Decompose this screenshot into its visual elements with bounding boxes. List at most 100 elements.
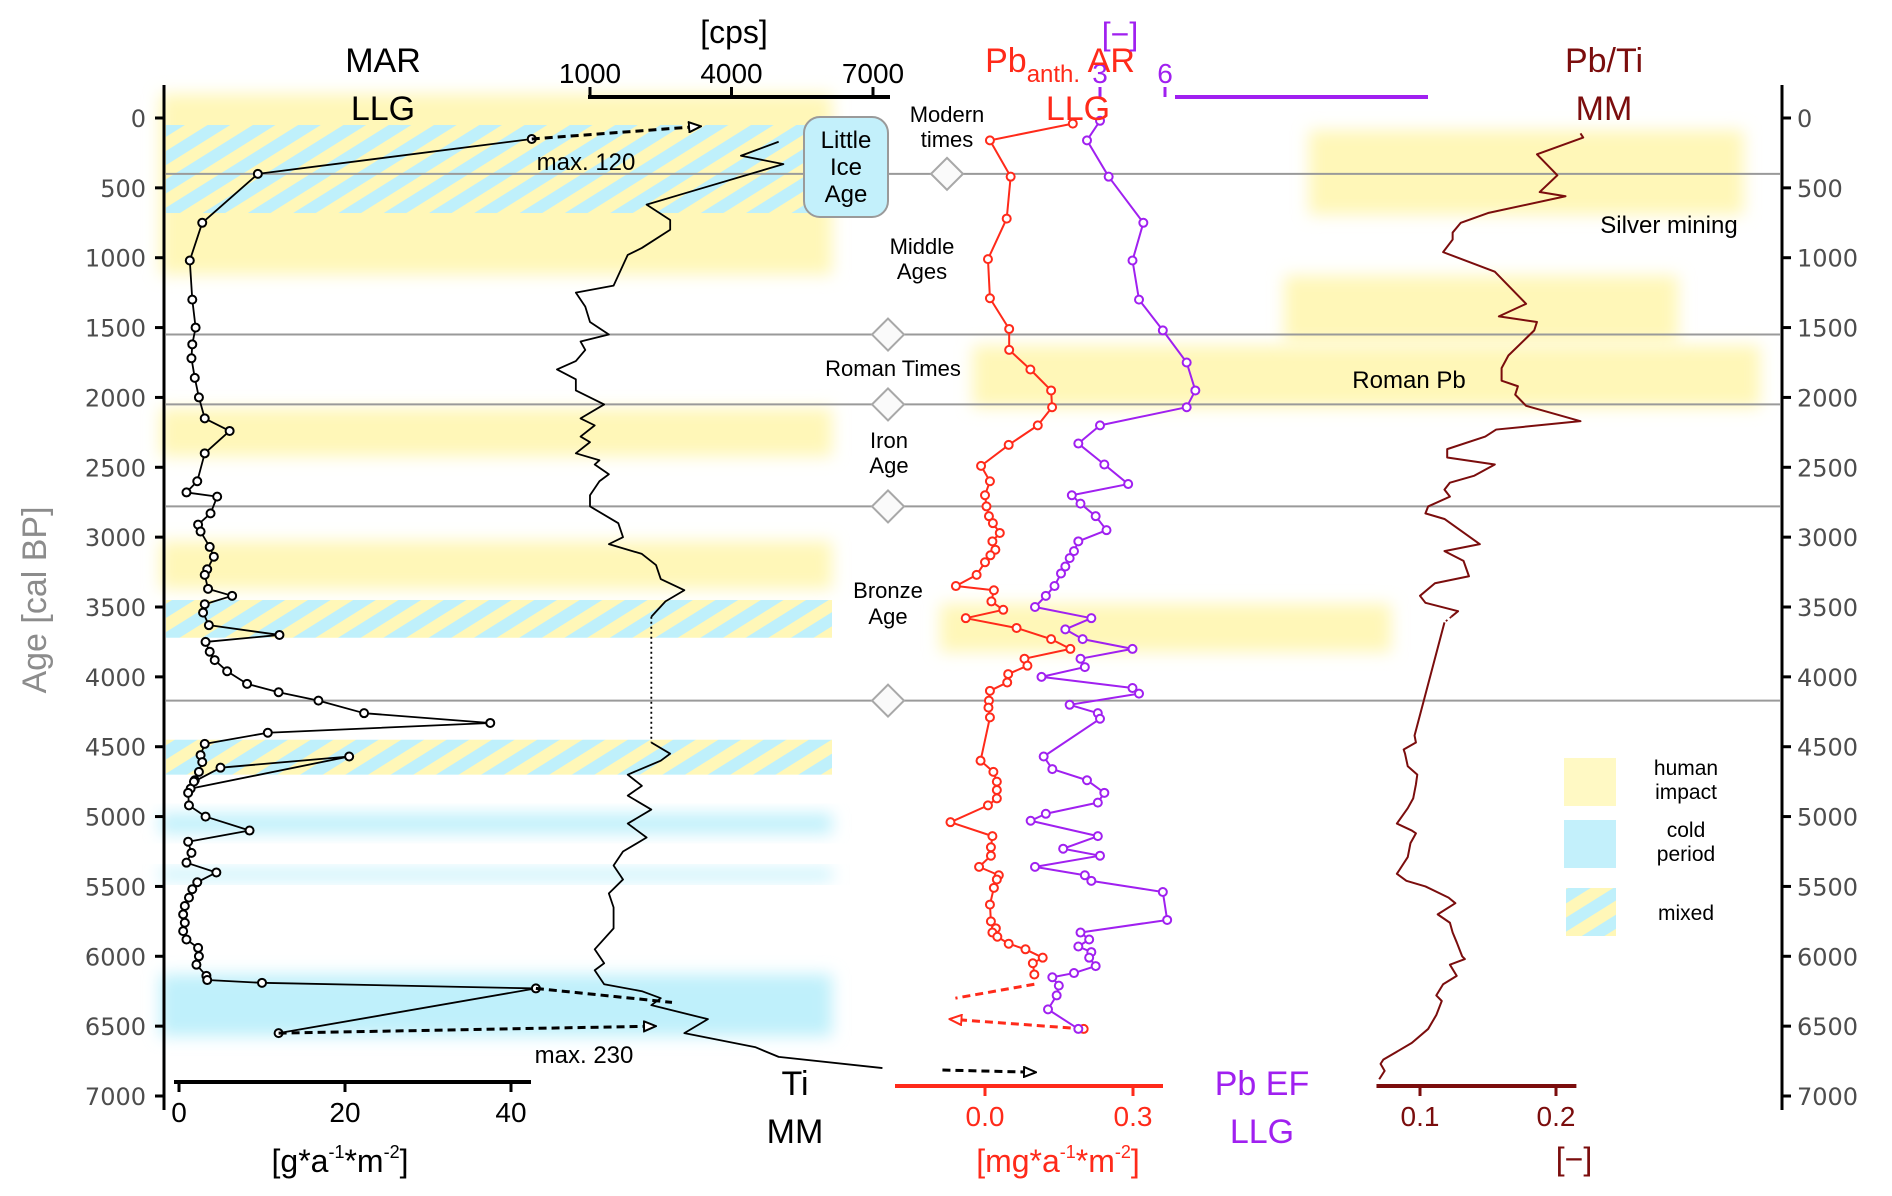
data-point [1066, 490, 1077, 501]
data-point [1082, 775, 1092, 786]
annotation-max-120: max. 120 [537, 149, 636, 176]
data-point [991, 776, 1002, 787]
period-bronze-2: Age [868, 604, 907, 629]
legend-label-human-2: impact [1655, 781, 1717, 804]
data-point [224, 425, 235, 436]
series-line-ti [593, 741, 883, 1069]
legend-swatch-human-impact [1564, 758, 1616, 806]
data-point [359, 708, 370, 719]
data-point [209, 655, 220, 666]
data-point [1181, 402, 1192, 413]
data-point [1003, 669, 1014, 680]
period-iron-2: Age [869, 453, 908, 478]
data-point [975, 755, 986, 766]
mar-unit-base: [g*a [272, 1143, 329, 1179]
data-point [987, 831, 998, 842]
data-point [945, 817, 956, 828]
data-point [187, 884, 198, 895]
data-point [1003, 938, 1014, 949]
period-diamond-icon [929, 156, 965, 192]
band-cold [160, 974, 832, 1037]
data-point [985, 916, 996, 927]
data-point [1056, 568, 1066, 579]
data-point [1095, 115, 1105, 126]
data-point [1025, 364, 1036, 375]
data-point [198, 607, 209, 618]
period-diamond-icon [870, 683, 906, 719]
period-middle-1: Middle [890, 234, 955, 259]
data-point [211, 867, 222, 878]
age-tick-label-left: 3000 [85, 524, 146, 552]
little-ice-age-box: Little Ice Age [803, 116, 889, 218]
data-point [1002, 677, 1013, 688]
age-tick-label-left: 4000 [85, 664, 146, 692]
data-point [1162, 914, 1173, 925]
data-point [1123, 479, 1134, 490]
data-point [1049, 581, 1060, 592]
mar-unit-sup2: -2 [384, 1142, 400, 1162]
data-point [1001, 213, 1012, 224]
legend-label-human-1: human [1654, 757, 1718, 780]
pbar-site: LLG [1046, 90, 1110, 128]
ti-site: MM [767, 1113, 824, 1151]
data-point [191, 959, 202, 970]
legend-label-mixed: mixed [1658, 902, 1714, 925]
data-point [1047, 764, 1058, 775]
mar-title: MAR [345, 42, 421, 80]
data-point [984, 899, 995, 910]
age-tick-label-right: 4000 [1797, 664, 1858, 692]
data-point [215, 762, 226, 773]
data-point [1037, 952, 1048, 963]
pbar-unit-base: [mg*a [976, 1143, 1060, 1179]
data-point [1127, 255, 1138, 266]
legend-swatch-cold-period [1564, 820, 1616, 868]
period-modern-2: times [921, 127, 974, 152]
data-point [178, 909, 189, 920]
data-point [344, 751, 355, 762]
age-tick-label-right: 6500 [1797, 1013, 1858, 1041]
data-point [984, 293, 995, 304]
data-point [1067, 118, 1078, 129]
data-point [1134, 688, 1144, 699]
data-point [183, 800, 194, 811]
data-point [193, 951, 204, 962]
age-tick-label-right: 7000 [1797, 1083, 1858, 1111]
data-point [181, 857, 192, 868]
data-point [1086, 613, 1097, 624]
data-point [252, 168, 263, 179]
axis-tick-label: 4000 [700, 58, 762, 89]
data-point [183, 892, 194, 903]
data-point [1075, 927, 1086, 938]
data-point [1077, 634, 1088, 645]
annotation-roman-pb: Roman Pb [1352, 367, 1465, 394]
band-human-right [1284, 275, 1678, 344]
data-point [982, 254, 993, 265]
mar-unit-end: ] [400, 1143, 409, 1179]
data-point [1095, 713, 1105, 724]
data-point [204, 646, 215, 657]
data-point [262, 727, 273, 738]
data-point [274, 629, 285, 640]
data-point [987, 518, 998, 529]
series-pb-ef [1025, 115, 1201, 1034]
data-point [981, 501, 992, 512]
data-point [1038, 751, 1049, 762]
data-point [985, 850, 996, 861]
data-point [203, 620, 214, 631]
data-point [222, 666, 233, 677]
age-tick-label-left: 6500 [85, 1013, 146, 1041]
data-point [1084, 934, 1095, 945]
data-point [960, 613, 971, 624]
data-point [1040, 590, 1051, 601]
data-point [1086, 875, 1097, 886]
pbar-unit-sup2: -2 [1115, 1142, 1131, 1162]
data-point [1073, 438, 1084, 449]
age-tick-label-right: 1000 [1797, 245, 1858, 273]
data-point [183, 836, 194, 847]
data-point [1025, 815, 1036, 826]
data-point [992, 931, 1003, 942]
data-point [1134, 294, 1144, 305]
data-point [985, 550, 996, 561]
band-mixed [166, 124, 832, 214]
data-point [184, 255, 195, 266]
